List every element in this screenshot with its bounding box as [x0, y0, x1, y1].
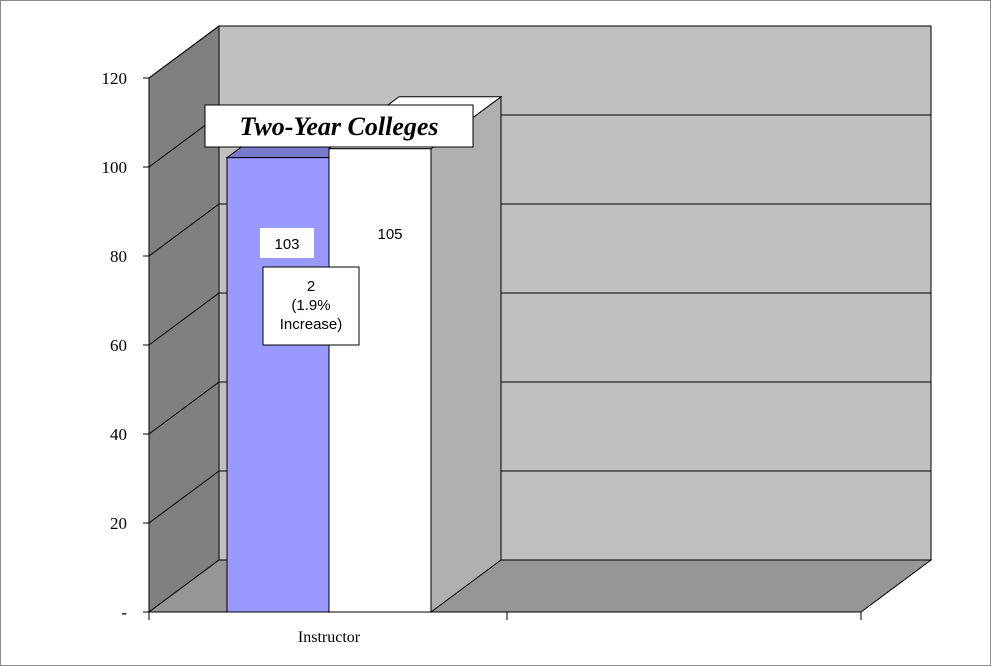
bar-side: [430, 95, 502, 613]
annotation-box: [262, 266, 360, 346]
y-tick-label: 40: [110, 425, 127, 444]
chart-title: Two-Year Colleges: [239, 112, 438, 141]
increase-annotation: 2 (1.9% Increase): [262, 266, 360, 346]
y-tick-label: 120: [102, 69, 128, 88]
gridline-side: [148, 25, 220, 79]
annotation-line: 2: [307, 278, 315, 295]
data-label-box: [260, 228, 314, 258]
bar: [328, 148, 432, 613]
x-tick-label: Instructor: [298, 629, 361, 646]
y-tick-label: 100: [102, 158, 128, 177]
data-label: 103: [274, 236, 299, 253]
bar-series-2: [327, 95, 503, 613]
annotation-line: (1.9%: [291, 297, 330, 314]
gridline-side: [148, 381, 220, 435]
chart-title-box: Two-Year Colleges: [204, 104, 474, 148]
gridline-side: [148, 470, 220, 524]
y-tick-label: -: [121, 603, 127, 622]
gridline-side: [148, 292, 220, 346]
bars: [225, 95, 503, 613]
chart-title-background: [204, 104, 474, 148]
y-axis: - 20 40 60 80 100 120: [102, 69, 862, 622]
data-label: 105: [377, 226, 402, 243]
y-tick-label: 80: [110, 247, 127, 266]
y-tick-label: 60: [110, 336, 127, 355]
annotation-line: Increase): [280, 316, 343, 333]
gridline-side: [148, 203, 220, 257]
y-tick-label: 20: [110, 514, 127, 533]
bar: [226, 157, 330, 613]
data-labels: 103 105 2 (1.9% Increase): [260, 226, 403, 346]
